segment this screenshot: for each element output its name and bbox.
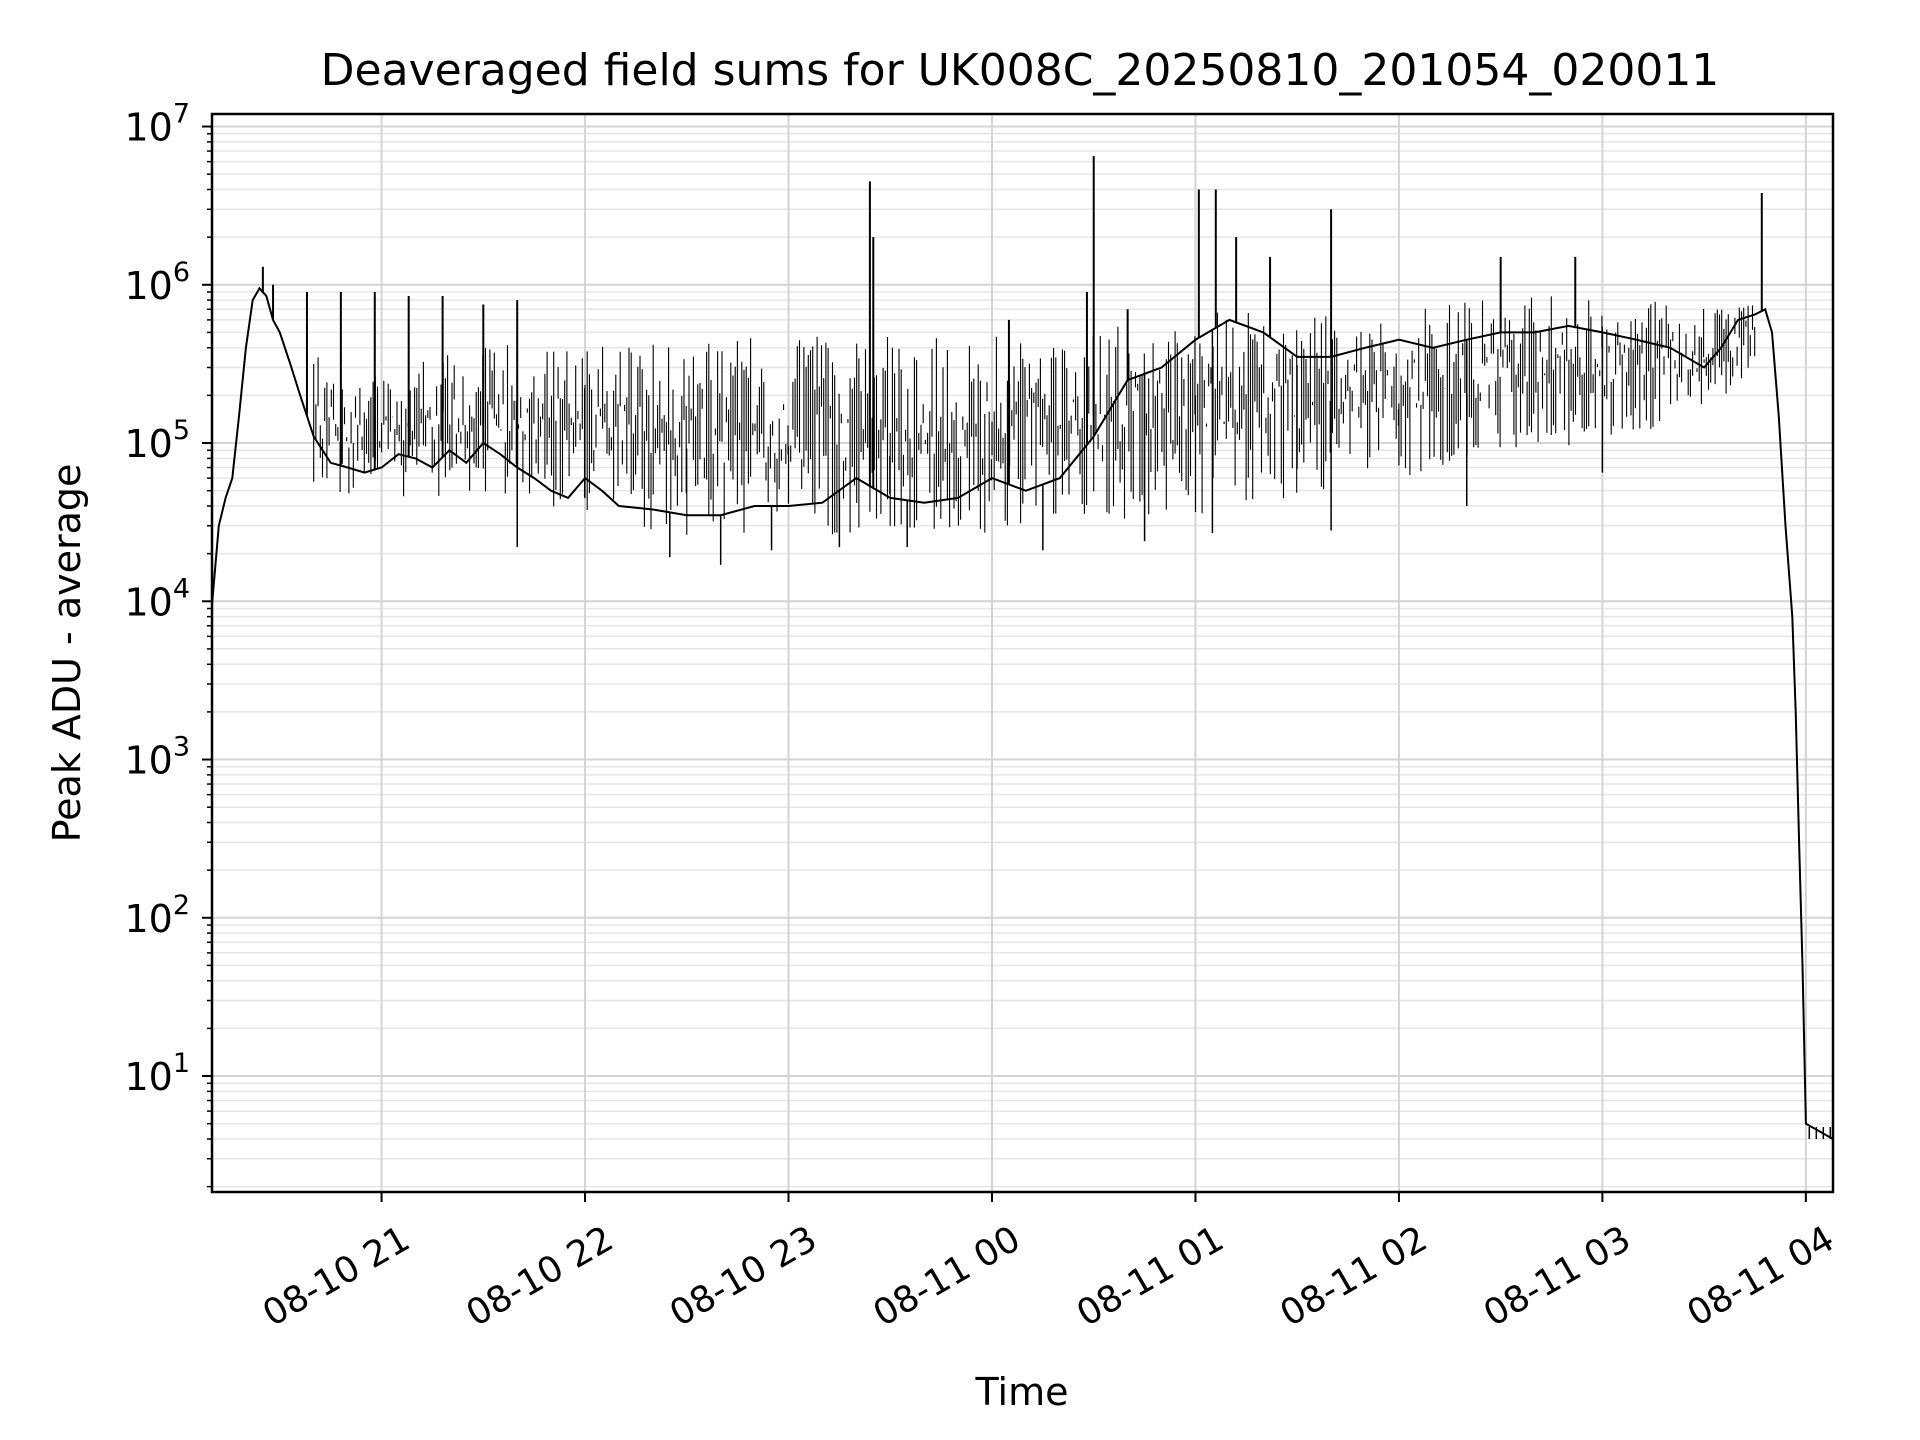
series-tail-fringe [1808, 1127, 1832, 1139]
y-tick-exponent: 4 [173, 573, 190, 604]
y-tick-base: 10 [124, 739, 172, 783]
series-noise-band [313, 296, 1756, 535]
y-tick-base: 10 [124, 580, 172, 624]
grid [212, 114, 1833, 1192]
data-layer [211, 156, 1834, 1140]
y-tick-base: 10 [124, 1055, 172, 1099]
y-tick-exponent: 2 [173, 890, 190, 921]
y-tick-label: 107 [124, 99, 190, 150]
y-tick-base: 10 [124, 106, 172, 150]
y-tick-exponent: 1 [173, 1048, 190, 1079]
y-tick-exponent: 5 [173, 415, 190, 446]
series-line [211, 286, 1834, 1140]
y-axis-label: Peak ADU - average [45, 464, 89, 843]
y-tick-label: 103 [124, 732, 190, 783]
y-tick-label: 104 [124, 573, 190, 624]
y-tick-base: 10 [124, 264, 172, 308]
y-tick-base: 10 [124, 897, 172, 941]
y-tick-exponent: 6 [173, 257, 190, 288]
y-tick-exponent: 3 [173, 732, 190, 763]
y-tick-label: 106 [124, 257, 190, 308]
y-tick-label: 101 [124, 1048, 190, 1099]
y-tick-label: 102 [124, 890, 190, 941]
x-axis-label: Time [975, 1370, 1069, 1414]
chart-title: Deaveraged field sums for UK008C_2025081… [321, 45, 1720, 96]
y-tick-base: 10 [124, 422, 172, 466]
y-tick-label: 105 [124, 415, 190, 466]
y-tick-exponent: 7 [173, 99, 190, 130]
plot-frame [210, 112, 1835, 1194]
